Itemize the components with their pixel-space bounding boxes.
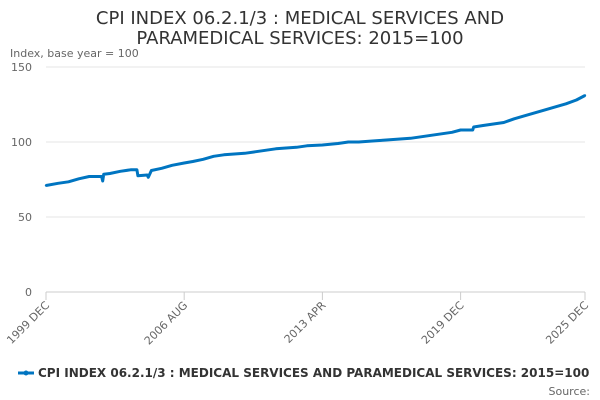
data-point[interactable] [202,158,205,161]
y-tick-label: 50 [18,211,32,224]
data-point[interactable] [160,167,163,170]
data-point[interactable] [367,140,371,143]
x-tick-label: 2006 AUG [142,299,191,348]
data-point[interactable] [357,140,360,144]
data-point[interactable] [96,175,99,178]
data-point[interactable] [305,144,309,147]
data-point[interactable] [243,152,246,155]
data-point[interactable] [575,98,578,102]
data-point[interactable] [253,150,257,153]
data-point[interactable] [135,168,139,171]
chart-title: CPI INDEX 06.2.1/3 : MEDICAL SERVICES AN… [96,8,504,49]
data-point[interactable] [388,138,391,141]
data-point[interactable] [440,132,443,135]
x-tick-label: 2019 DEC [419,299,467,347]
data-point[interactable] [564,102,568,106]
data-point[interactable] [264,149,267,152]
data-point[interactable] [183,161,186,165]
legend-item-label[interactable]: CPI INDEX 06.2.1/3 : MEDICAL SERVICES AN… [38,366,589,380]
grid-lines [46,66,585,218]
data-point[interactable] [465,128,468,132]
data-point[interactable] [222,153,226,156]
data-point[interactable] [102,173,105,176]
data-point[interactable] [378,139,381,142]
y-axis-label: Index, base year = 100 [10,47,139,60]
data-point[interactable] [67,180,70,183]
data-point[interactable] [136,174,140,177]
data-point[interactable] [108,172,112,175]
series-layer [44,94,587,187]
data-point[interactable] [274,147,277,150]
x-tick-label: 2025 DEC [543,299,591,347]
y-axis-ticks: 0 50 100 150 [11,61,32,299]
y-tick-label: 150 [11,61,32,74]
data-point[interactable] [347,140,350,144]
data-point[interactable] [583,94,587,97]
data-point[interactable] [544,108,547,112]
legend-marker-symbol [23,370,29,376]
y-tick-label: 0 [25,286,32,299]
data-point[interactable] [471,128,474,132]
data-point[interactable] [430,134,433,137]
series-line[interactable] [45,94,586,187]
data-point[interactable] [212,155,215,158]
data-point[interactable] [398,137,402,141]
data-point[interactable] [191,160,194,163]
chart-title-line-1: CPI INDEX 06.2.1/3 : MEDICAL SERVICES AN… [96,8,504,29]
data-point[interactable] [147,176,150,179]
data-point[interactable] [492,122,495,126]
data-point[interactable] [554,105,557,109]
chart-title-line-2: PARAMEDICAL SERVICES: 2015=100 [136,28,463,49]
data-point[interactable] [502,121,505,124]
data-point[interactable] [295,146,298,149]
data-point[interactable] [284,146,288,150]
data-point[interactable] [321,143,324,147]
data-point[interactable] [146,173,149,177]
data-point[interactable] [88,175,91,178]
data-point[interactable] [150,169,153,172]
data-point[interactable] [336,142,340,145]
data-point[interactable] [101,179,104,183]
legend[interactable]: CPI INDEX 06.2.1/3 : MEDICAL SERVICES AN… [18,366,589,380]
data-point[interactable] [450,131,454,134]
data-point[interactable] [419,135,423,138]
y-tick-label: 100 [11,136,32,149]
source-label: Source: [549,385,591,398]
data-point[interactable] [481,124,485,127]
data-point[interactable] [523,114,526,118]
x-tick-label: 1999 DEC [4,299,52,347]
data-point[interactable] [472,125,475,129]
data-point[interactable] [44,184,48,187]
data-point[interactable] [459,128,462,132]
x-axis-ticks: 1999 DEC 2006 AUG 2013 APR 2019 DEC 2025 DEC [4,292,591,347]
data-point[interactable] [119,170,122,173]
data-point[interactable] [409,137,412,140]
data-point[interactable] [513,117,516,121]
data-point[interactable] [170,164,174,167]
data-point[interactable] [233,152,236,156]
data-point[interactable] [100,175,103,178]
data-point[interactable] [533,111,537,115]
x-tick-label: 2013 APR [282,299,329,346]
data-point[interactable] [56,182,60,185]
data-point[interactable] [77,177,81,180]
data-point[interactable] [129,168,132,171]
